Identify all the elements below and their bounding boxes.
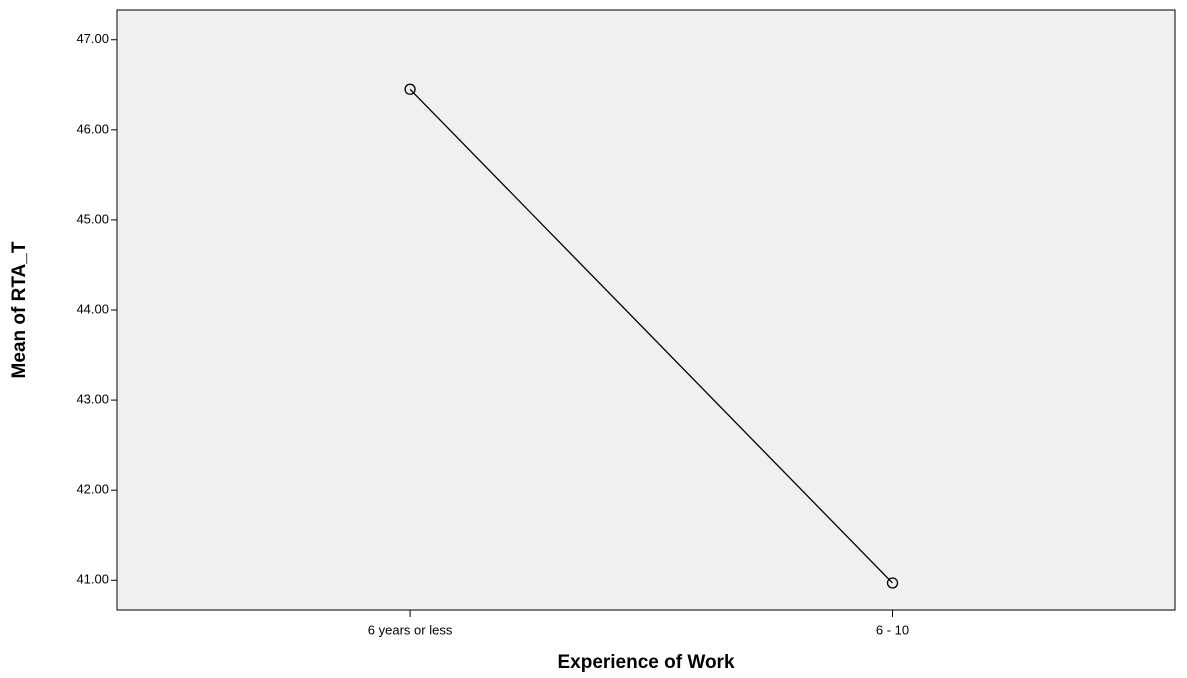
y-axis-title: Mean of RTA_T: [9, 241, 30, 378]
plot-area: [116, 9, 1176, 611]
marker: [886, 577, 899, 589]
line: [409, 88, 893, 584]
y-tick-label: 46.00: [76, 121, 109, 136]
marker: [404, 83, 416, 95]
x-tick-label: 6 - 10: [876, 622, 909, 637]
y-tick-label: 43.00: [76, 392, 109, 407]
y-tick-label: 47.00: [76, 31, 109, 46]
y-tick-label: 42.00: [76, 482, 109, 497]
x-tick-label: 6 years or less: [368, 622, 453, 637]
y-tick-label: 44.00: [76, 301, 109, 316]
y-tick-label: 41.00: [76, 572, 109, 587]
x-axis-title: Experience of Work: [557, 652, 734, 673]
y-tick-label: 45.00: [76, 211, 109, 226]
